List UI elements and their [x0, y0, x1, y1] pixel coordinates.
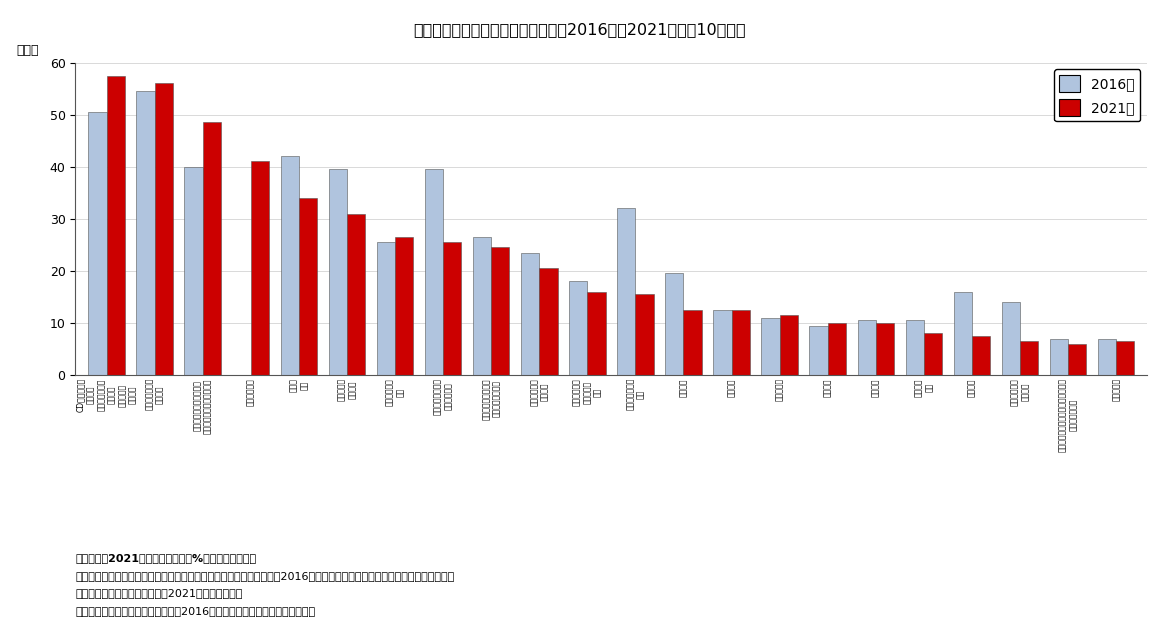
Text: 趣味としての
読書: 趣味としての 読書 [385, 378, 404, 406]
Bar [828, 323, 846, 375]
Bar [713, 310, 731, 375]
Bar [954, 292, 972, 375]
Bar [107, 76, 125, 375]
Bar [684, 310, 701, 375]
Bar [588, 292, 606, 375]
Text: 美術鑑賞: 美術鑑賞 [727, 378, 736, 397]
Bar [1001, 302, 1020, 375]
Bar [617, 208, 635, 375]
Text: （注３）「マンガを読む」は、2021年に項目に追加: （注３）「マンガを読む」は、2021年に項目に追加 [75, 588, 242, 598]
Text: カラオケ: カラオケ [679, 378, 688, 397]
Text: 園芸・庭いじり・
ガーデニング: 園芸・庭いじり・ ガーデニング [433, 378, 453, 415]
Text: 演芸・演劇・
舞踊鑑賞: 演芸・演劇・ 舞踊鑑賞 [1011, 378, 1029, 406]
Bar [137, 91, 154, 375]
Text: 水族館、動植物園、
遊園地などの見物: 水族館、動植物園、 遊園地などの見物 [481, 378, 501, 420]
Text: 楽器の演奏: 楽器の演奏 [775, 378, 785, 401]
Text: 趣味としての
菓子作り・
料理: 趣味としての 菓子作り・ 料理 [573, 378, 603, 406]
Bar [347, 214, 365, 375]
Bar [395, 237, 414, 375]
Bar [569, 281, 588, 375]
Bar [491, 248, 510, 375]
Text: （注１）　2021年の行動者率が５%以上の種類を表章: （注１） 2021年の行動者率が５%以上の種類を表章 [75, 553, 256, 563]
Text: スポーツ観覧・
観戦: スポーツ観覧・ 観戦 [626, 378, 646, 411]
Text: 映画館以外での
映画鑑賞: 映画館以外での 映画鑑賞 [145, 378, 165, 411]
Bar [154, 83, 173, 375]
Text: キャンプ: キャンプ [872, 378, 881, 397]
Bar [1069, 344, 1086, 375]
Bar [88, 112, 107, 375]
Bar [1050, 339, 1069, 375]
Text: （注４）「趣味としての読書」は、2016年においてはマンガを含めている。: （注４）「趣味としての読書」は、2016年においてはマンガを含めている。 [75, 606, 315, 616]
Bar [780, 315, 797, 375]
Bar [250, 161, 269, 375]
Bar [425, 169, 443, 375]
Bar [972, 336, 990, 375]
Bar [809, 326, 828, 375]
Bar [761, 318, 780, 375]
Text: 和裁・洋裁: 和裁・洋裁 [1111, 378, 1121, 401]
Bar [280, 156, 299, 375]
Bar [1098, 339, 1116, 375]
Text: スマートフォン・家庭用
ゲーム機などによるゲーム: スマートフォン・家庭用 ゲーム機などによるゲーム [194, 378, 212, 434]
Bar [184, 167, 203, 375]
Bar [1116, 341, 1135, 375]
Bar [635, 294, 654, 375]
Bar [876, 323, 894, 375]
Text: （％）: （％） [16, 44, 39, 57]
Bar [443, 242, 461, 375]
Text: 映画館
鑑賞: 映画館 鑑賞 [290, 378, 308, 392]
Bar [522, 253, 539, 375]
Bar [924, 333, 942, 375]
Text: 映画館での
映画鑑賞: 映画館での 映画鑑賞 [337, 378, 357, 401]
Bar [299, 198, 318, 375]
Bar [858, 320, 876, 375]
Bar [377, 242, 395, 375]
Text: CD・スマート
フォン・
映画館以外での
映画鑑賞
などによる
音楽鑑賞: CD・スマート フォン・ 映画館以外での 映画鑑賞 などによる 音楽鑑賞 [76, 378, 137, 412]
Text: パチンコ: パチンコ [968, 378, 976, 397]
Bar [329, 169, 347, 375]
Bar [1020, 341, 1038, 375]
Bar [665, 274, 684, 375]
Legend: 2016年, 2021年: 2016年, 2021年 [1054, 69, 1140, 121]
Bar [203, 122, 221, 375]
Text: 「趣味・娯楽」の種類別行動者率（2016年～2021年）－10歳以上: 「趣味・娯楽」の種類別行動者率（2016年～2021年）－10歳以上 [414, 22, 745, 37]
Text: 日曜大工: 日曜大工 [823, 378, 832, 397]
Text: （注２）「スマートフォン・家庭用ゲーム機などによるゲーム」は、2016年においては「テレビゲーム・パソコンゲーム」: （注２）「スマートフォン・家庭用ゲーム機などによるゲーム」は、2016年において… [75, 571, 454, 581]
Bar [905, 320, 924, 375]
Bar [731, 310, 750, 375]
Text: 編み物・
手芸: 編み物・ 手芸 [914, 378, 933, 397]
Text: 写真の撮影・
プリント: 写真の撮影・ プリント [530, 378, 549, 406]
Bar [473, 237, 491, 375]
Text: ポピュラー音楽・歌謡曲などによる
コンサート鑑賞: ポピュラー音楽・歌謡曲などによる コンサート鑑賞 [1058, 378, 1078, 452]
Bar [539, 268, 557, 375]
Text: マンガを読む: マンガを読む [247, 378, 255, 406]
